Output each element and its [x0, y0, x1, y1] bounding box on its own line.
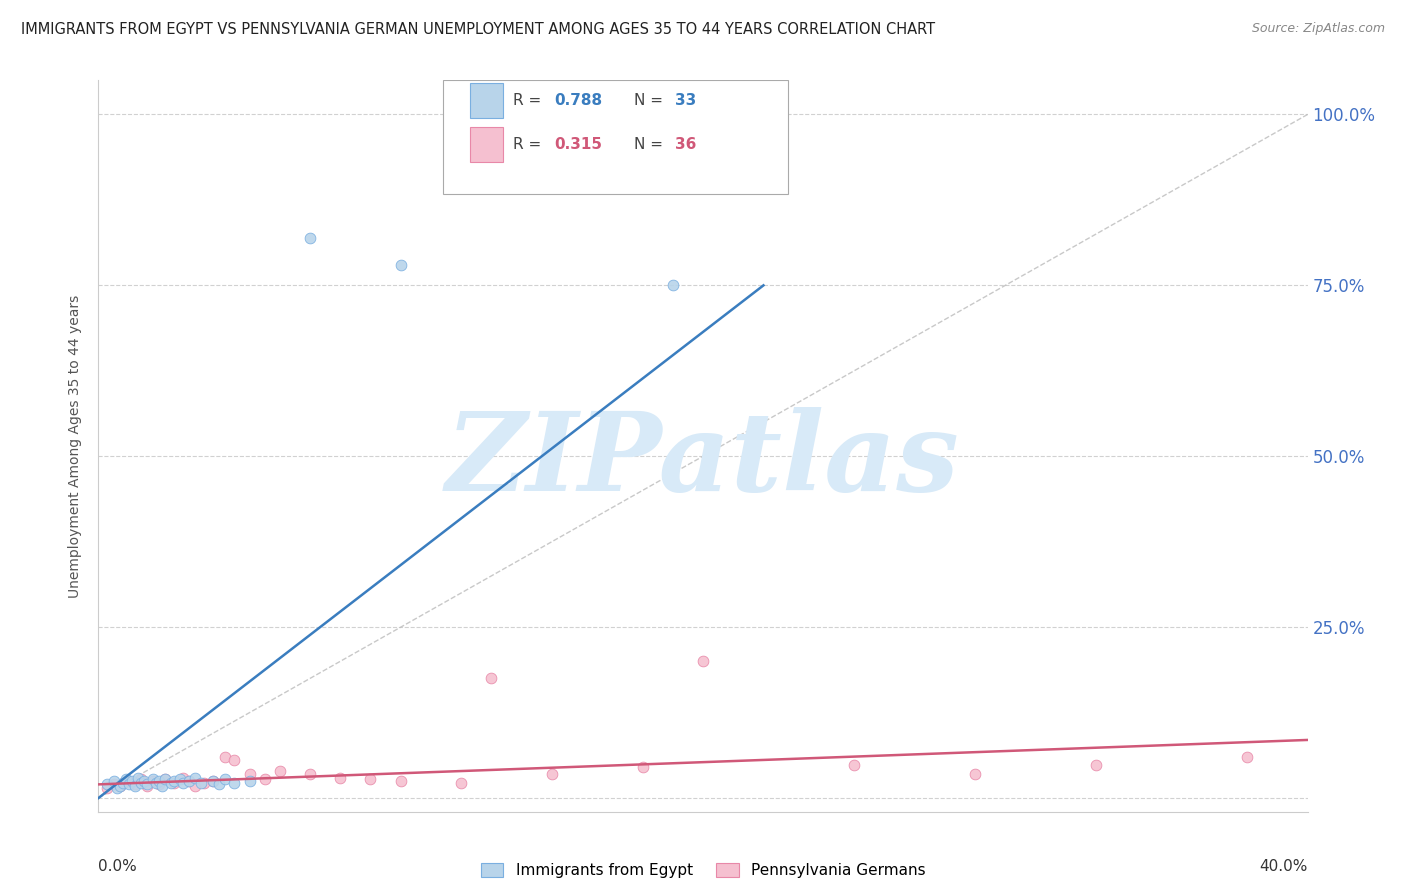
Point [662, 278, 685, 293]
Point [481, 672, 503, 686]
Point [214, 750, 236, 764]
Point [540, 767, 562, 781]
Point [1085, 758, 1108, 772]
Point [239, 774, 262, 789]
Point [129, 772, 152, 786]
Point [121, 774, 143, 789]
Point [208, 777, 231, 791]
Point [239, 767, 262, 781]
Text: IMMIGRANTS FROM EGYPT VS PENNSYLVANIA GERMAN UNEMPLOYMENT AMONG AGES 35 TO 44 YE: IMMIGRANTS FROM EGYPT VS PENNSYLVANIA GE… [21, 22, 935, 37]
Point [360, 772, 382, 786]
Point [450, 776, 472, 790]
Point [142, 774, 165, 789]
FancyBboxPatch shape [470, 128, 503, 162]
Point [224, 754, 246, 768]
Point [96, 777, 118, 791]
Text: N =: N = [634, 137, 668, 153]
Point [253, 772, 276, 786]
Point [329, 771, 352, 785]
Point [269, 764, 291, 778]
Text: 40.0%: 40.0% [1260, 859, 1308, 874]
Text: 36: 36 [675, 137, 696, 153]
Point [148, 777, 170, 791]
Point [202, 774, 225, 789]
Text: ZIPatlas: ZIPatlas [446, 407, 960, 515]
Text: Source: ZipAtlas.com: Source: ZipAtlas.com [1251, 22, 1385, 36]
Point [108, 779, 131, 793]
Point [129, 776, 152, 790]
Point [124, 779, 146, 793]
Point [103, 774, 125, 789]
Legend: Immigrants from Egypt, Pennsylvania Germans: Immigrants from Egypt, Pennsylvania Germ… [474, 857, 932, 885]
FancyBboxPatch shape [470, 83, 503, 118]
Point [844, 758, 866, 772]
Point [202, 774, 225, 789]
Text: 33: 33 [675, 93, 696, 108]
Point [631, 760, 654, 774]
Point [1236, 750, 1258, 764]
Text: 0.315: 0.315 [554, 137, 602, 153]
Point [299, 767, 322, 781]
Point [160, 776, 183, 790]
Point [127, 771, 149, 785]
Point [153, 772, 176, 786]
Point [184, 771, 207, 785]
Point [111, 776, 134, 790]
Point [299, 230, 322, 244]
Point [389, 774, 412, 789]
Point [118, 777, 141, 791]
Point [169, 772, 191, 786]
Point [193, 776, 215, 790]
Point [135, 779, 157, 793]
Point [145, 776, 167, 790]
FancyBboxPatch shape [443, 80, 787, 194]
Point [132, 774, 155, 789]
Point [103, 777, 125, 791]
Point [118, 774, 141, 789]
Text: R =: R = [513, 93, 547, 108]
Point [111, 776, 134, 790]
Text: 0.788: 0.788 [554, 93, 602, 108]
Point [214, 772, 236, 786]
Point [96, 780, 118, 795]
Point [148, 774, 170, 789]
Point [124, 777, 146, 791]
Point [692, 654, 714, 668]
Point [163, 776, 186, 790]
Point [142, 772, 165, 786]
Point [132, 776, 155, 790]
Point [965, 767, 987, 781]
Point [184, 779, 207, 793]
Point [108, 779, 131, 793]
Point [172, 771, 194, 785]
Point [105, 780, 128, 795]
Point [179, 774, 201, 789]
Point [179, 774, 201, 789]
Point [224, 776, 246, 790]
Text: 0.0%: 0.0% [98, 859, 138, 874]
Point [114, 772, 136, 786]
Point [135, 777, 157, 791]
Point [163, 774, 186, 789]
Point [172, 776, 194, 790]
Point [153, 772, 176, 786]
Point [389, 258, 412, 272]
Text: N =: N = [634, 93, 668, 108]
Text: R =: R = [513, 137, 547, 153]
Point [150, 779, 173, 793]
Y-axis label: Unemployment Among Ages 35 to 44 years: Unemployment Among Ages 35 to 44 years [69, 294, 83, 598]
Point [190, 776, 212, 790]
